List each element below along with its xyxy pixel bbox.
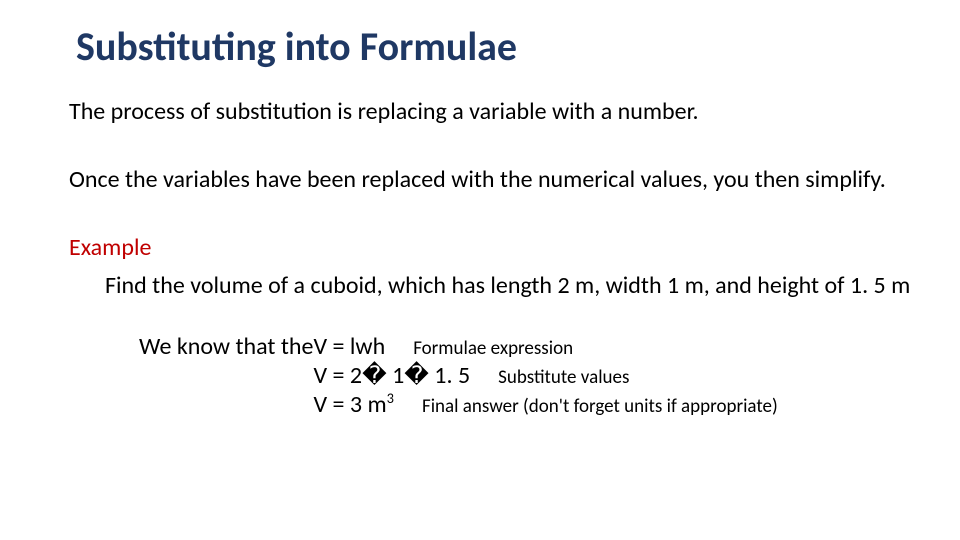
body-block: The process of substitution is replacing… [69,98,929,419]
example-question: Find the volume of a cuboid, which has l… [69,272,929,300]
step-lead: We know that the [139,332,313,361]
step-note: Formulae expression [413,337,573,360]
spacer [69,136,929,166]
step-eq-sup: 3 [387,389,394,407]
slide: Substituting into Formulae The process o… [0,0,960,540]
spacer [69,203,929,233]
example-label: Example [69,233,929,262]
step-row: We know that the V = lwh Formulae expres… [139,332,929,361]
paragraph-definition: The process of substitution is replacing… [69,98,929,126]
spacer [69,310,929,332]
step-equation: V = 2� 1� 1. 5 [313,361,470,390]
step-note: Substitute values [498,366,629,389]
worked-steps: We know that the V = lwh Formulae expres… [69,332,929,419]
step-row: We know that the V = 2� 1� 1. 5 Substitu… [139,361,929,390]
step-equation: V = 3 m3 [313,390,393,419]
step-note: Final answer (don't forget units if appr… [422,395,778,418]
slide-title: Substituting into Formulae [76,22,517,71]
step-equation: V = lwh [313,332,385,361]
paragraph-instruction: Once the variables have been replaced wi… [69,166,929,194]
step-eq-text: V = 3 m [313,390,386,419]
step-row: We know that the V = 3 m3 Final answer (… [139,390,929,419]
